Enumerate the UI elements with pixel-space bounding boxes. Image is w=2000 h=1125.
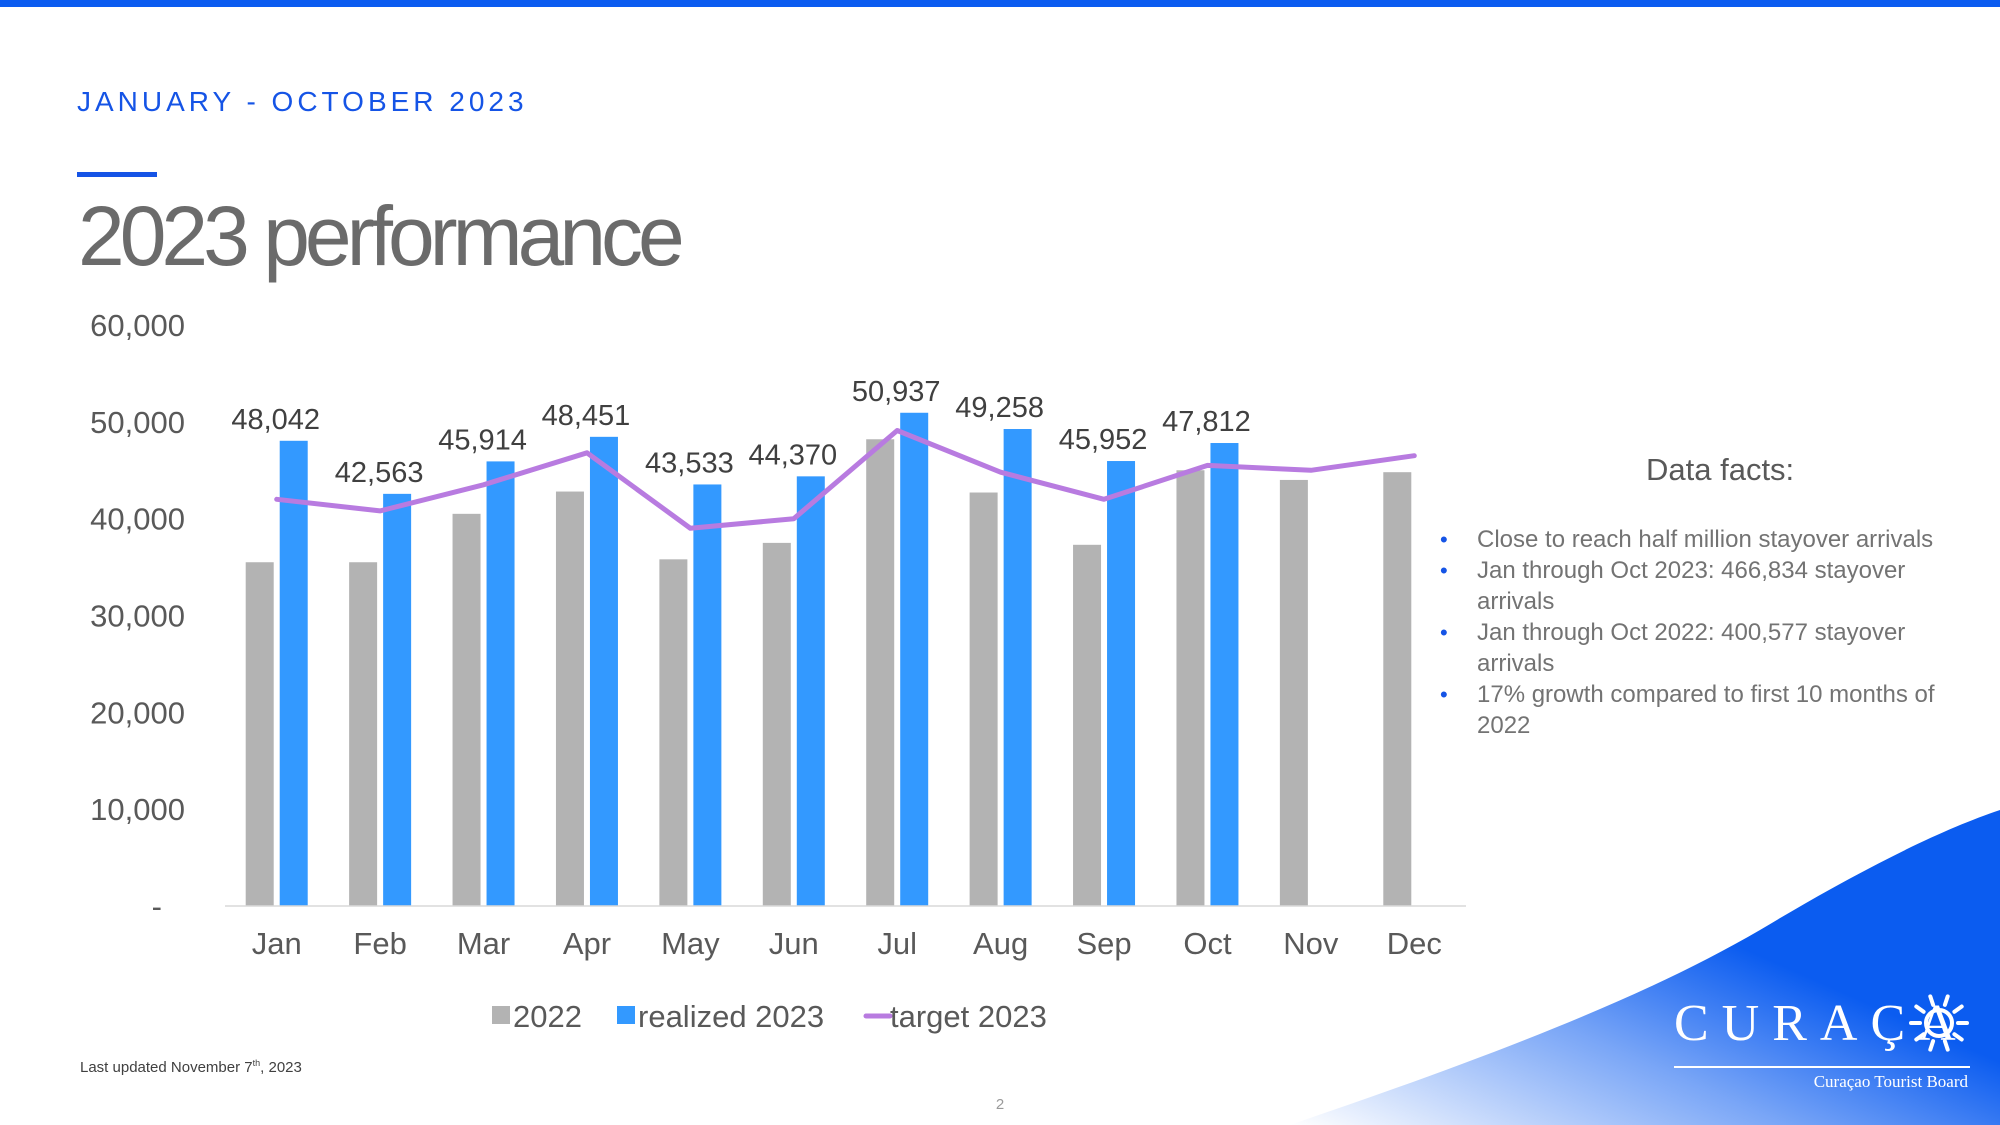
bullet-icon: • [1440, 620, 1448, 645]
bar-2022 [659, 559, 688, 906]
bar-realized-2023 [486, 461, 515, 906]
data-fact-text: Jan through Oct 2023: 466,834 stayover a… [1477, 557, 1906, 615]
bar-realized-2023 [1210, 443, 1239, 906]
sun-icon [1909, 994, 1969, 1052]
x-tick-label: Oct [1183, 926, 1232, 961]
y-axis: - 10,000 20,000 30,000 40,000 50,000 60,000 [90, 308, 185, 924]
bar-realized-2023 [383, 493, 412, 906]
last-updated-year: , 2023 [260, 1059, 302, 1076]
legend-swatch-2022 [492, 1006, 510, 1024]
data-label: 44,370 [748, 439, 837, 471]
x-tick-label: Sep [1076, 926, 1131, 961]
legend-swatch-realized-2023 [617, 1006, 635, 1024]
data-label: 45,952 [1059, 424, 1148, 456]
data-label: 49,258 [955, 392, 1044, 424]
x-axis: Jan Feb Mar Apr May Jun Jul Aug Sep Oct Nov Dec [225, 905, 1466, 961]
y-tick-label: 20,000 [90, 695, 185, 730]
data-fact-item: • 17% growth compared to first 10 months … [1440, 679, 1980, 741]
data-fact-text: 17% growth compared to first 10 months o… [1477, 681, 1935, 739]
bullet-icon: • [1440, 527, 1448, 552]
target-2023-series [274, 428, 1417, 531]
data-label: 43,533 [645, 447, 734, 479]
y-tick-label: 30,000 [90, 599, 185, 634]
bar-realized-2023 [279, 440, 308, 906]
bars-2022-series [245, 439, 1412, 906]
bar-realized-2023 [693, 484, 722, 906]
page-subtitle: JANUARY - OCTOBER 2023 [77, 86, 528, 117]
y-tick-label: 60,000 [90, 308, 185, 343]
last-updated-ordinal: th [252, 1058, 261, 1068]
data-label: 48,042 [231, 404, 320, 436]
bar-realized-2023 [589, 436, 618, 906]
x-tick-label: Jun [769, 926, 819, 961]
y-tick-label: 10,000 [90, 792, 185, 827]
bar-2022 [1073, 544, 1102, 906]
data-fact-text: Jan through Oct 2022: 400,577 stayover a… [1477, 619, 1906, 677]
data-label: 45,914 [438, 424, 527, 456]
x-tick-label: May [661, 926, 720, 961]
data-fact-text: Close to reach half million stayover arr… [1477, 526, 1934, 553]
page-number: 2 [995, 1096, 1005, 1113]
data-facts-heading: Data facts: [1646, 452, 1795, 487]
page-title: 2023 performance [78, 189, 685, 283]
logo-rule [1674, 1066, 1970, 1068]
bar-2022 [1383, 472, 1412, 906]
data-label: 50,937 [852, 376, 941, 408]
bar-2022 [349, 562, 378, 906]
bar-realized-2023 [900, 412, 929, 906]
bar-2022 [1279, 479, 1308, 906]
last-updated-text: Last updated November 7 [80, 1059, 253, 1076]
legend-label-realized-2023: realized 2023 [638, 999, 824, 1034]
bar-realized-2023 [796, 476, 825, 906]
bar-2022 [452, 513, 481, 906]
data-fact-item: • Jan through Oct 2022: 400,577 stayover … [1440, 617, 1980, 679]
logo-wordmark: CURAÇA [1674, 995, 1969, 1052]
bar-2022 [555, 491, 584, 906]
y-tick-label: - [152, 889, 162, 924]
data-label: 48,451 [542, 400, 631, 432]
bar-realized-2023 [1003, 429, 1032, 906]
last-updated-note: Last updated November 7th, 2023 [80, 1058, 302, 1076]
x-tick-label: Aug [973, 926, 1028, 961]
data-label: 47,812 [1162, 406, 1251, 438]
bar-2022 [762, 542, 791, 906]
data-label: 42,563 [335, 457, 424, 489]
bar-2022 [1176, 470, 1205, 906]
bullet-icon: • [1440, 558, 1448, 583]
target-2023-line [274, 428, 1417, 531]
title-accent-dash [77, 172, 157, 177]
bar-realized-2023 [1107, 461, 1136, 906]
y-tick-label: 40,000 [90, 502, 185, 537]
x-tick-label: Jan [252, 926, 302, 961]
x-tick-label: Dec [1387, 926, 1442, 961]
data-facts-list: • Close to reach half million stayover ar… [1440, 524, 1980, 741]
bar-2022 [245, 562, 274, 906]
legend-label-2022: 2022 [513, 999, 582, 1034]
bars-realized-2023-series [279, 412, 1239, 906]
chart-legend: 2022 realized 2023 target 2023 [492, 999, 1047, 1034]
bar-2022 [969, 492, 998, 906]
bullet-icon: • [1440, 682, 1448, 707]
data-fact-item: • Jan through Oct 2023: 466,834 stayover … [1440, 555, 1980, 617]
x-tick-label: Feb [353, 926, 406, 961]
data-fact-item: • Close to reach half million stayover ar… [1440, 524, 1980, 555]
curacao-logo: CURAÇA Curaçao Tourist Board [1668, 990, 1978, 1091]
x-tick-label: Jul [877, 926, 917, 961]
legend-label-target-2023: target 2023 [890, 999, 1047, 1034]
bar-2022 [866, 439, 895, 906]
x-tick-label: Apr [563, 926, 611, 961]
y-tick-label: 50,000 [90, 405, 185, 440]
top-accent-rule [0, 0, 2000, 7]
x-tick-label: Nov [1283, 926, 1339, 961]
data-labels: 48,042 42,563 45,914 48,451 43,533 44,370 50,9… [231, 376, 1250, 489]
x-tick-label: Mar [457, 926, 510, 961]
logo-org-name: Curaçao Tourist Board [1813, 1072, 1968, 1091]
